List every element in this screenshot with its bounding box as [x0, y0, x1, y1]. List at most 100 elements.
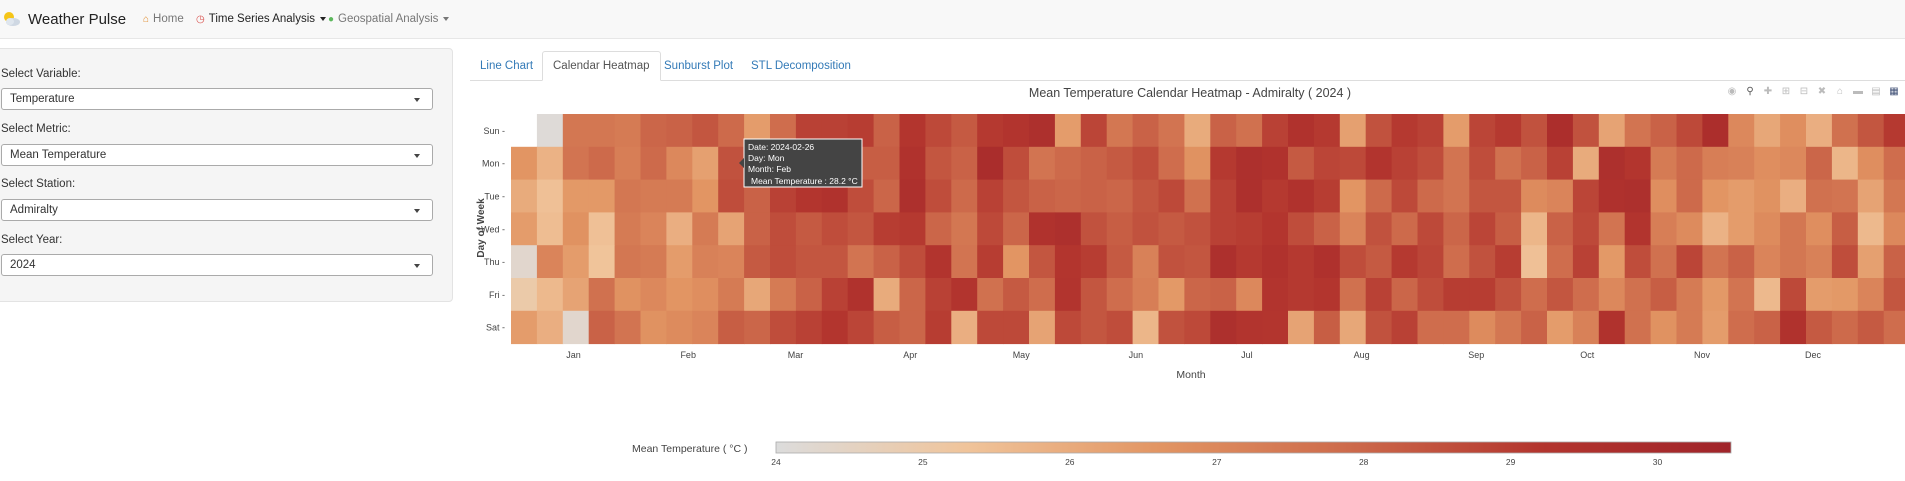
heatmap-cell[interactable]: [1339, 146, 1367, 181]
heatmap-cell[interactable]: [1365, 245, 1393, 279]
heatmap-cell[interactable]: [873, 310, 900, 345]
heatmap-cell[interactable]: [1262, 245, 1289, 279]
heatmap-cell[interactable]: [511, 278, 538, 312]
heatmap-cell[interactable]: [1780, 310, 1807, 345]
heatmap-cell[interactable]: [1443, 310, 1470, 345]
heatmap-cell[interactable]: [640, 310, 667, 345]
heatmap-cell[interactable]: [562, 212, 590, 246]
heatmap-cell[interactable]: [977, 179, 1004, 213]
heatmap-cell[interactable]: [666, 179, 693, 213]
heatmap-cell[interactable]: [692, 245, 719, 279]
heatmap-cell[interactable]: [1806, 245, 1833, 279]
heatmap-cell[interactable]: [744, 114, 771, 148]
heatmap-cell[interactable]: [511, 212, 538, 246]
heatmap-cell[interactable]: [614, 245, 641, 279]
heatmap-cell[interactable]: [1210, 212, 1237, 246]
heatmap-cell[interactable]: [536, 146, 564, 181]
heatmap-cell[interactable]: [1521, 310, 1548, 345]
heatmap-cell[interactable]: [1831, 212, 1859, 246]
heatmap-cell[interactable]: [1313, 212, 1341, 246]
heatmap-cell[interactable]: [614, 310, 641, 345]
heatmap-cell[interactable]: [1365, 310, 1393, 345]
heatmap-cell[interactable]: [1262, 114, 1289, 148]
heatmap-cell[interactable]: [1831, 245, 1859, 279]
heatmap-cell[interactable]: [1210, 179, 1237, 213]
heatmap-cell[interactable]: [1495, 278, 1522, 312]
heatmap-cell[interactable]: [1106, 278, 1134, 312]
heatmap-cell[interactable]: [1054, 114, 1082, 148]
heatmap-cell[interactable]: [1469, 278, 1496, 312]
heatmap-cell[interactable]: [1443, 179, 1470, 213]
heatmap-cell[interactable]: [536, 278, 564, 312]
heatmap-cell[interactable]: [1883, 179, 1905, 213]
heatmap-cell[interactable]: [1417, 278, 1444, 312]
heatmap-cell[interactable]: [1106, 114, 1134, 148]
heatmap-cell[interactable]: [1728, 278, 1755, 312]
heatmap-cell[interactable]: [925, 212, 952, 246]
heatmap-cell[interactable]: [1521, 278, 1548, 312]
heatmap-cell[interactable]: [1365, 179, 1393, 213]
heatmap-cell[interactable]: [1236, 278, 1263, 312]
heatmap-cell[interactable]: [1391, 310, 1418, 345]
tab-stl-decomposition[interactable]: STL Decomposition: [751, 59, 851, 72]
heatmap-cell[interactable]: [1572, 278, 1600, 312]
heatmap-cell[interactable]: [1132, 114, 1159, 148]
heatmap-cell[interactable]: [1728, 310, 1755, 345]
heatmap-cell[interactable]: [718, 114, 745, 148]
heatmap-cell[interactable]: [1521, 179, 1548, 213]
heatmap-cell[interactable]: [614, 114, 641, 148]
heatmap-cell[interactable]: [1572, 179, 1600, 213]
heatmap-cell[interactable]: [1132, 245, 1159, 279]
heatmap-cell[interactable]: [1650, 179, 1677, 213]
heatmap-cell[interactable]: [795, 146, 823, 181]
heatmap-cell[interactable]: [770, 114, 797, 148]
heatmap-cell[interactable]: [1624, 245, 1652, 279]
heatmap-cell[interactable]: [1080, 114, 1108, 148]
heatmap-cell[interactable]: [1184, 114, 1211, 148]
heatmap-cell[interactable]: [1676, 179, 1703, 213]
heatmap-cell[interactable]: [1650, 212, 1677, 246]
heatmap-cell[interactable]: [873, 212, 900, 246]
heatmap-cell[interactable]: [899, 310, 926, 345]
heatmap-cell[interactable]: [821, 146, 849, 181]
heatmap-cell[interactable]: [562, 146, 590, 181]
heatmap-cell[interactable]: [847, 146, 875, 181]
zoom-in-icon[interactable]: ⊞: [1781, 86, 1791, 97]
heatmap-cell[interactable]: [1754, 245, 1781, 279]
heatmap-cell[interactable]: [1676, 212, 1703, 246]
heatmap-cell[interactable]: [873, 245, 900, 279]
heatmap-cell[interactable]: [640, 146, 667, 181]
heatmap-cell[interactable]: [821, 278, 849, 312]
heatmap-cell[interactable]: [1184, 245, 1211, 279]
heatmap-cell[interactable]: [1158, 310, 1185, 345]
heatmap-cell[interactable]: [1236, 245, 1263, 279]
heatmap-cell[interactable]: [1054, 310, 1082, 345]
heatmap-cell[interactable]: [1417, 146, 1444, 181]
heatmap-cell[interactable]: [1598, 245, 1626, 279]
heatmap-cell[interactable]: [795, 212, 823, 246]
heatmap-cell[interactable]: [692, 114, 719, 148]
heatmap-cell[interactable]: [718, 278, 745, 312]
heatmap-cell[interactable]: [1806, 310, 1833, 345]
heatmap-cell[interactable]: [1339, 245, 1367, 279]
heatmap-cell[interactable]: [1054, 146, 1082, 181]
heatmap-cell[interactable]: [1262, 310, 1289, 345]
heatmap-cell[interactable]: [1443, 278, 1470, 312]
heatmap-cell[interactable]: [1495, 245, 1522, 279]
heatmap-cell[interactable]: [1029, 278, 1056, 312]
heatmap-cell[interactable]: [1365, 212, 1393, 246]
heatmap-cell[interactable]: [951, 245, 978, 279]
heatmap-cell[interactable]: [795, 114, 823, 148]
heatmap-cell[interactable]: [873, 114, 900, 148]
heatmap-cell[interactable]: [821, 245, 849, 279]
heatmap-cell[interactable]: [821, 212, 849, 246]
nav-time-series-analysis[interactable]: ◷ Time Series Analysis: [196, 0, 327, 38]
heatmap-cell[interactable]: [1417, 212, 1444, 246]
heatmap-cell[interactable]: [1650, 245, 1677, 279]
heatmap-cell[interactable]: [744, 212, 771, 246]
heatmap-cell[interactable]: [1417, 245, 1444, 279]
heatmap-cell[interactable]: [1598, 278, 1626, 312]
heatmap-cell[interactable]: [847, 114, 875, 148]
heatmap-cell[interactable]: [977, 278, 1004, 312]
heatmap-cell[interactable]: [1236, 146, 1263, 181]
